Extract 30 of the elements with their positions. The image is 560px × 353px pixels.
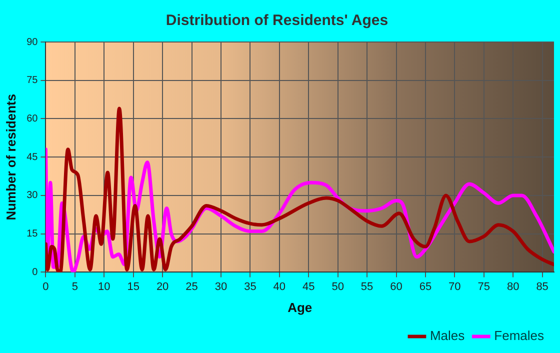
x-tick-label: 25 [186,280,198,293]
x-tick-label: 45 [302,280,315,293]
x-tick-label: 75 [478,280,490,293]
y-tick-label: 75 [26,75,38,86]
x-tick-label: 35 [244,280,256,293]
y-tick-label: 15 [26,228,38,240]
x-tick-label: 5 [72,280,78,293]
y-tick-label: 30 [26,190,38,202]
y-axis-title: Number of residents [3,94,18,220]
x-axis-title: Age [288,300,312,315]
x-tick-label: 10 [98,280,110,293]
x-tick-label: 55 [360,280,374,293]
x-tick-label: 70 [448,280,461,293]
x-tick-label: 50 [332,280,344,293]
x-tick-label: 85 [536,280,548,293]
x-tick-label: 65 [419,280,432,293]
legend-label: Males [430,328,466,344]
x-tick-label: 0 [42,280,49,293]
x-tick-label: 30 [214,280,228,293]
x-tick-label: 60 [390,280,402,293]
legend-label: Females [494,328,544,344]
x-tick-label: 15 [127,280,140,293]
x-tick-label: 80 [506,280,520,293]
chart-title: Distribution of Residents' Ages [166,12,388,30]
y-tick-label: 45 [26,152,38,163]
x-tick-label: 20 [156,280,169,293]
y-tick-label: 90 [26,36,38,48]
y-tick-label: 60 [26,113,38,124]
x-tick-label: 40 [273,280,286,293]
y-tick-label: 0 [32,266,38,278]
